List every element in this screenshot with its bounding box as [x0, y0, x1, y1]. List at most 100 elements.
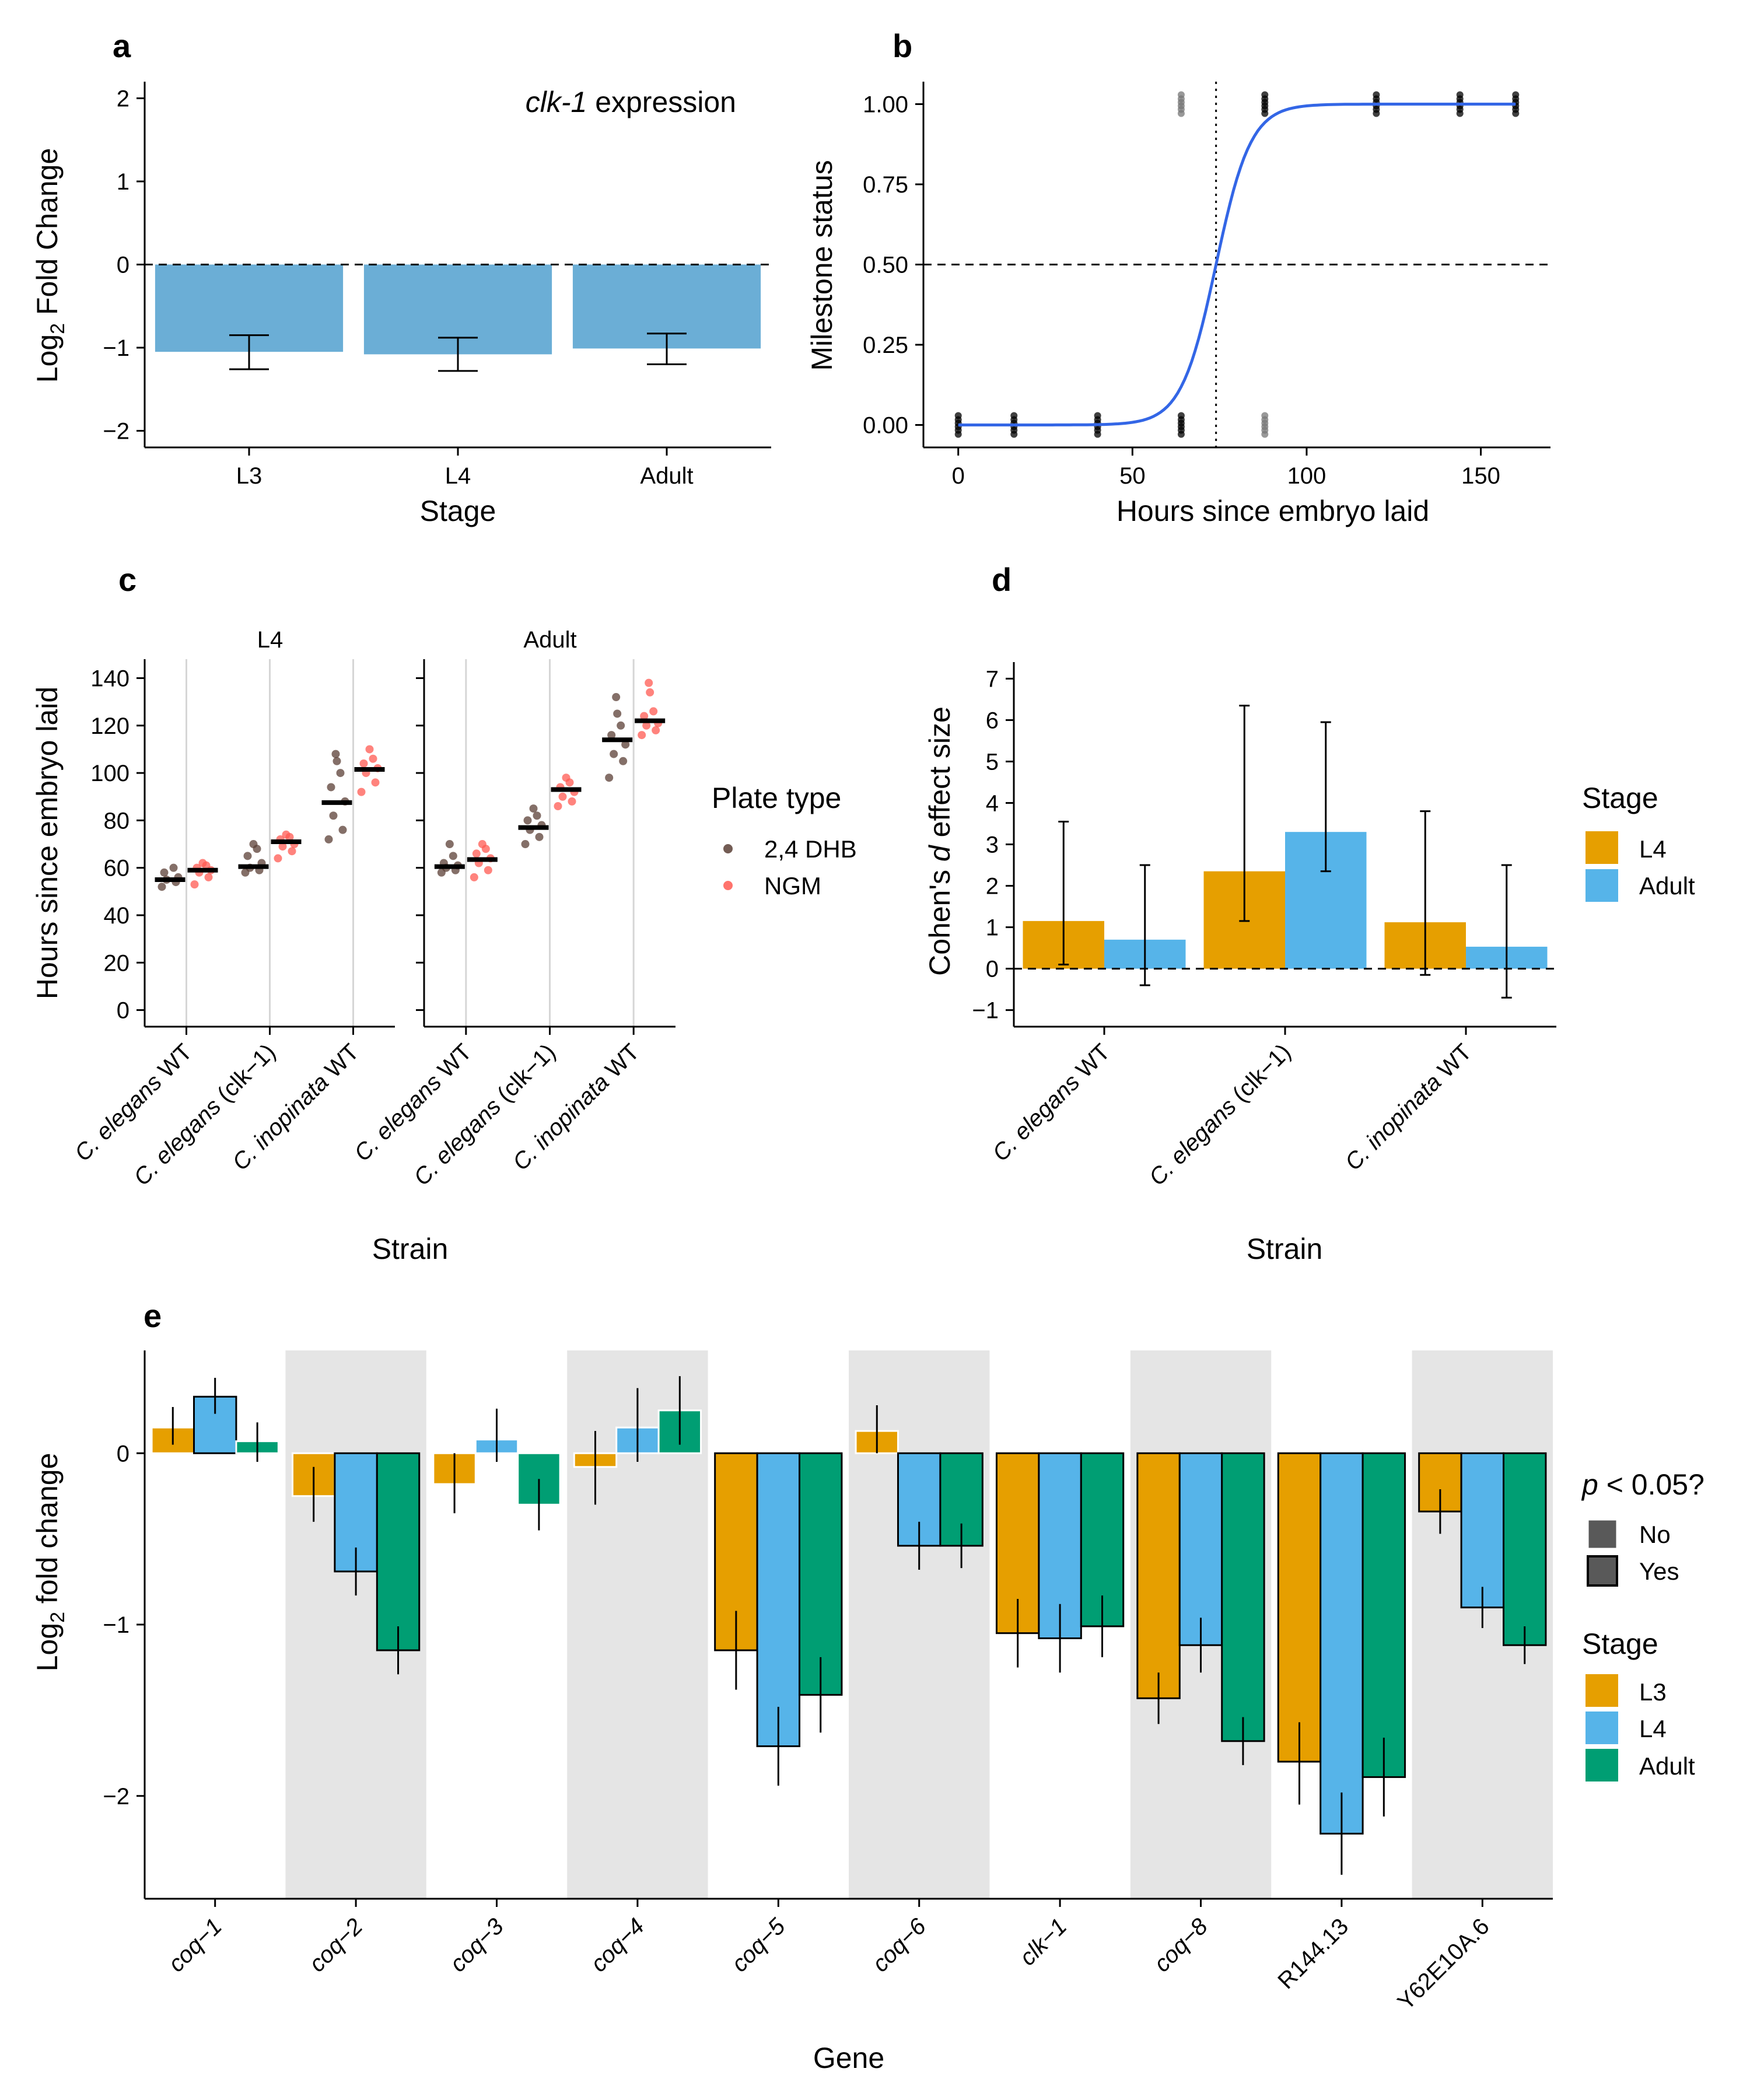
- point-c-ngm: [640, 712, 649, 720]
- bar-e-adult: [1221, 1452, 1265, 1742]
- y-tick-label-d: 3: [986, 832, 999, 858]
- point-c-ngm: [282, 830, 290, 839]
- x-tick-label-b: 50: [1119, 463, 1146, 489]
- bar-e-l4: [1320, 1452, 1364, 1835]
- point-c-ngm: [554, 802, 562, 810]
- panel-a: a clk-1 expression L3 L4 Adult 2 1 0 −1 −2 Stag…: [31, 27, 771, 527]
- point-c-dhb: [619, 757, 628, 765]
- panel-a-x-title: Stage: [420, 495, 496, 527]
- point-c-dhb: [243, 852, 252, 860]
- point-c-dhb: [605, 774, 614, 782]
- bar-e-adult: [1362, 1452, 1406, 1778]
- point-c-ngm: [274, 854, 282, 863]
- point-b-zero: [1177, 430, 1185, 438]
- x-tick-label-a: L3: [236, 463, 262, 489]
- point-c-dhb: [331, 750, 340, 758]
- point-c-dhb: [249, 840, 258, 849]
- x-tick-label-d-species: C. inopinata: [1340, 1069, 1446, 1175]
- x-tick-label-e: clk−1: [1015, 1913, 1072, 1971]
- y-tick-label-a: 0: [117, 253, 130, 278]
- panel-e-y-title: Log2 fold change: [31, 1453, 69, 1672]
- y-tick-label-d: 2: [986, 874, 999, 900]
- point-c-ngm: [288, 847, 296, 856]
- x-tick-label-c: C. elegans (clk−1): [129, 1039, 281, 1191]
- legend-d-adult-label: Adult: [1639, 872, 1695, 900]
- y-tick-label-d: 0: [986, 957, 999, 982]
- point-c-dhb: [613, 709, 622, 718]
- x-tick-label-d: C. inopinata WT: [1340, 1039, 1476, 1175]
- legend-e-l3-label: L3: [1639, 1678, 1667, 1706]
- x-tick-label-d-suffix: (clk−1): [1223, 1039, 1296, 1112]
- panel-d-legend-title: Stage: [1582, 782, 1658, 814]
- panel-a-label: a: [113, 27, 131, 64]
- x-tick-label-b: 150: [1461, 463, 1500, 489]
- point-c-ngm: [652, 726, 660, 734]
- panel-b-label: b: [892, 27, 912, 64]
- y-tick-label-c: 0: [117, 998, 130, 1024]
- point-c-ngm: [470, 873, 478, 881]
- panel-c-facet-label-adult: Adult: [523, 627, 576, 653]
- panel-c-x-title: Strain: [372, 1233, 449, 1265]
- legend-e-adult-key: [1586, 1749, 1618, 1782]
- bar-e-l3: [1136, 1452, 1181, 1699]
- x-tick-label-b: 0: [952, 463, 965, 489]
- legend-ngm-label: NGM: [764, 872, 821, 900]
- x-tick-label-c-suffix: (clk−1): [208, 1039, 281, 1112]
- point-c-ngm: [369, 754, 377, 763]
- x-tick-label-a: L4: [445, 463, 471, 489]
- point-c-ngm: [357, 788, 366, 796]
- point-c-ngm: [638, 731, 646, 740]
- point-b-zero: [1261, 430, 1269, 438]
- legend-dhb-key: [723, 844, 733, 853]
- panel-e-label: e: [144, 1297, 162, 1334]
- point-c-ngm: [359, 759, 368, 768]
- point-c-dhb: [160, 868, 169, 877]
- point-c-dhb: [332, 757, 341, 765]
- point-c-ngm: [568, 797, 576, 806]
- point-c-dhb: [338, 825, 347, 834]
- legend-e-adult-label: Adult: [1639, 1752, 1695, 1780]
- y-tick-label-c: 40: [104, 903, 130, 929]
- legend-sig-yes-key: [1587, 1555, 1618, 1587]
- y-tick-label-d: 4: [986, 790, 999, 816]
- y-tick-label-d: 1: [986, 915, 999, 941]
- point-c-ngm: [649, 707, 658, 716]
- panel-c-y-title: Hours since embryo laid: [31, 687, 64, 999]
- x-tick-label-d: C. elegans WT: [988, 1039, 1115, 1166]
- x-tick-label-e: coq−4: [586, 1913, 649, 1977]
- point-b-zero: [1094, 430, 1101, 438]
- bar-e-adult: [1503, 1452, 1547, 1646]
- point-c-ngm: [278, 842, 287, 851]
- point-c-dhb: [158, 883, 166, 891]
- legend-d-l4-key: [1586, 831, 1618, 864]
- bar-e-l3: [1277, 1452, 1322, 1763]
- panel-a-annotation: clk-1 expression: [526, 86, 736, 118]
- point-b-one: [1456, 110, 1464, 117]
- y-tick-label-c: 100: [90, 761, 130, 786]
- point-c-dhb: [336, 769, 345, 778]
- point-c-ngm: [472, 849, 481, 858]
- x-tick-label-e: Y62E10A.6: [1392, 1913, 1494, 2015]
- point-b-one: [1373, 110, 1380, 117]
- panel-d-x-title: Strain: [1247, 1233, 1323, 1265]
- bar-e-adult: [799, 1452, 843, 1696]
- panel-c-legend: Plate type 2,4 DHB NGM: [712, 782, 857, 900]
- x-tick-label-c: C. elegans (clk−1): [409, 1039, 561, 1191]
- point-c-ngm: [204, 873, 213, 881]
- point-c-dhb: [533, 811, 541, 820]
- legend-e-l3-key: [1586, 1674, 1618, 1707]
- point-c-ngm: [645, 678, 653, 687]
- point-c-dhb: [523, 816, 532, 825]
- point-b-zero: [954, 430, 962, 438]
- point-c-dhb: [535, 832, 544, 841]
- x-tick-label-e: coq−6: [867, 1913, 931, 1977]
- panel-c-facet-label-l4: L4: [257, 627, 284, 653]
- point-c-dhb: [324, 835, 333, 844]
- y-tick-label-b: 1.00: [863, 92, 908, 118]
- y-tick-label-c: 140: [90, 666, 130, 692]
- panel-b: b 0 50 100 150 0.00 0.25 0.50 0.75 1.00 Hours si…: [806, 27, 1550, 527]
- x-tick-label-e: coq−1: [163, 1913, 227, 1977]
- point-c-dhb: [607, 731, 616, 740]
- point-c-ngm: [190, 880, 199, 889]
